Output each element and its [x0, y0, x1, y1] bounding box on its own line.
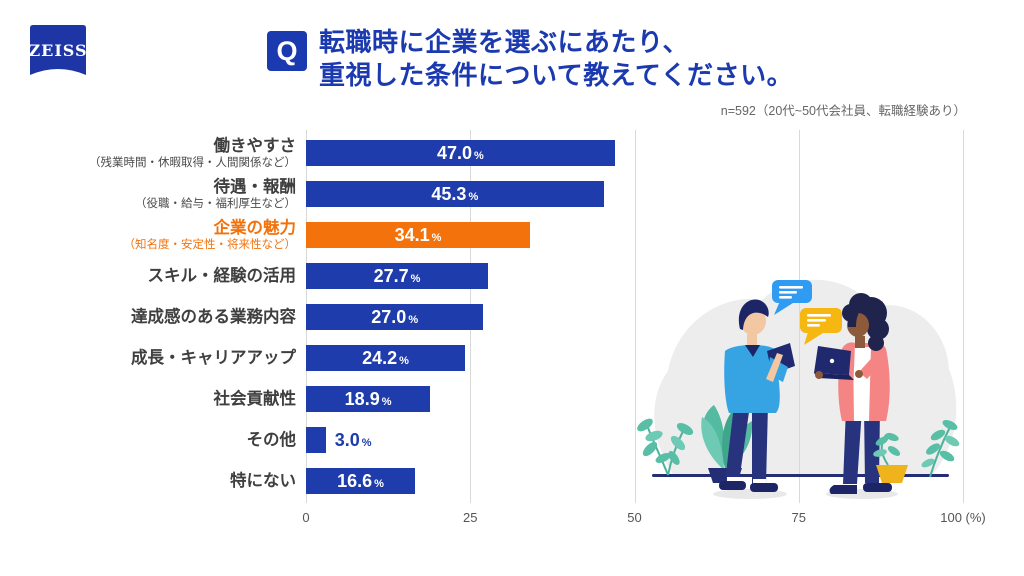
axis-tick-label: 0 [302, 510, 310, 525]
bar: 16.6% [306, 468, 416, 494]
bar-value-label: 16.6% [337, 470, 384, 491]
zeiss-logo: ZEISS [28, 25, 87, 87]
speech-bubble-blue-icon [772, 280, 812, 315]
category-label-sub: （役職・給与・福利厚生など） [135, 197, 296, 210]
category-label-sub: （残業時間・休暇取得・人間関係など） [89, 156, 296, 169]
bar-value-label: 47.0% [436, 142, 484, 163]
axis-tick-label: 100 (%) [940, 510, 986, 525]
bar: 47.0% [306, 140, 615, 166]
sample-note: n=592（20代~50代会社員、転職経験あり） [720, 104, 966, 118]
grid-line [798, 130, 800, 503]
category-label-main: 特にない [230, 471, 296, 490]
category-label-main: 待遇・報酬 [213, 177, 297, 196]
category-label-main: 社会貢献性 [213, 389, 297, 408]
category-label-main: 達成感のある業務内容 [131, 307, 296, 326]
category-label-main: 企業の魅力 [213, 218, 297, 237]
category-label: 社会貢献性 [0, 386, 297, 412]
bar: 27.0% [306, 304, 484, 330]
bar-value-label: 45.3% [431, 183, 479, 204]
category-label: 働きやすさ （残業時間・休暇取得・人間関係など） [0, 136, 297, 169]
illustration [637, 280, 960, 499]
category-label-main: その他 [246, 430, 297, 449]
category-label: 企業の魅力 （知名度・安定性・将来性など） [0, 218, 297, 251]
category-label-main: 成長・キャリアアップ [131, 348, 296, 367]
person-right [814, 293, 892, 494]
speech-bubble-yellow-icon [800, 308, 842, 345]
bar-value-label: 34.1% [394, 224, 442, 245]
bar: 34.1% [306, 222, 531, 248]
bar: 18.9% [306, 386, 431, 412]
grid-line [634, 130, 636, 503]
category-label: 達成感のある業務内容 [0, 304, 296, 330]
question-title: 転職時に企業を選ぶにあたり、 重視した条件について教えてください。 [319, 26, 793, 92]
category-label-main: 働きやすさ [213, 136, 297, 155]
axis-tick-label: 75 [791, 510, 806, 525]
person-left [719, 299, 795, 492]
category-label: 成長・キャリアアップ [0, 345, 296, 371]
category-label-sub: （知名度・安定性・将来性など） [123, 238, 297, 251]
bar-value-label: 24.2% [362, 347, 409, 368]
plant-left-outer [637, 418, 694, 476]
bar-value-label: 27.7% [373, 265, 421, 286]
bar-value-label: 18.9% [344, 388, 392, 409]
bar: 45.3% [306, 181, 604, 207]
zeiss-logo-icon: ZEISS [28, 25, 87, 75]
axis-tick-label: 50 [627, 510, 642, 525]
zeiss-logo-text: ZEISS [30, 41, 86, 60]
category-label: 特にない [0, 468, 296, 494]
plant-right-pot [873, 432, 908, 483]
question-title-line1: 転職時に企業を選ぶにあたり、 [319, 27, 689, 57]
question-title-line2: 重視した条件について教えてください。 [319, 60, 794, 90]
bar: 24.2% [306, 345, 465, 371]
category-label-main: スキル・経験の活用 [147, 266, 297, 285]
category-label: その他 [0, 427, 297, 453]
bar: 27.7% [306, 263, 488, 289]
question-badge: Q [267, 31, 307, 71]
plant-right-branch [921, 420, 960, 478]
grid-line [963, 130, 964, 503]
category-label: スキル・経験の活用 [0, 263, 297, 289]
bar-value-label: 3.0% [334, 429, 372, 450]
bar-value-label: 27.0% [371, 306, 419, 327]
axis-tick-label: 25 [463, 510, 478, 525]
bar [306, 427, 326, 453]
category-label: 待遇・報酬 （役職・給与・福利厚生など） [0, 177, 297, 210]
